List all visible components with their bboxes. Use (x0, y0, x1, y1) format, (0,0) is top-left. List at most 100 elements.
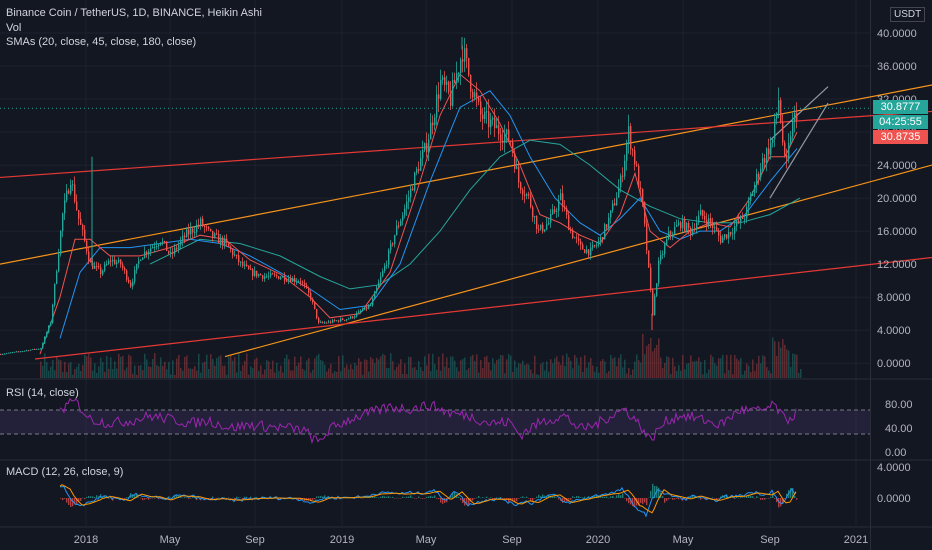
volume-bar (136, 374, 138, 378)
volume-bar (448, 368, 450, 378)
currency-unit-badge[interactable]: USDT (890, 7, 926, 22)
volume-bar (456, 367, 458, 378)
candle-body (216, 233, 218, 235)
macd-tick-label: 0.0000 (877, 493, 911, 505)
candle-body (80, 218, 82, 225)
macd-histogram-bar (88, 495, 90, 498)
macd-histogram-bar (724, 495, 726, 498)
volume-bar (122, 355, 124, 378)
volume-bar (44, 353, 46, 378)
macd-histogram-bar (732, 496, 734, 498)
macd-histogram-bar (82, 497, 84, 499)
macd-histogram-bar (250, 496, 252, 498)
volume-bar (784, 344, 786, 378)
candle-body (674, 226, 676, 235)
candle-body (270, 273, 272, 276)
candle-body (168, 250, 170, 254)
volume-bar (550, 359, 552, 378)
candle-body (550, 213, 552, 223)
candle-body (338, 320, 340, 322)
volume-bar (472, 354, 474, 378)
volume-bar (262, 374, 264, 378)
macd-histogram-bar (480, 497, 482, 499)
candle-body (374, 291, 376, 299)
candle-body (140, 259, 142, 261)
candle-body (762, 158, 764, 169)
macd-histogram-bar (176, 494, 178, 498)
candle-body (522, 190, 524, 195)
volume-bar (328, 368, 330, 378)
candle-body (732, 233, 734, 235)
volume-bar (690, 355, 692, 378)
candle-body (94, 265, 96, 269)
volume-bar (180, 367, 182, 378)
volume-bar (706, 373, 708, 378)
volume-bar (522, 360, 524, 378)
candle-body (182, 235, 184, 241)
trendline-red-lower (34, 256, 932, 360)
candle-body (618, 187, 620, 198)
candle-body (748, 200, 750, 207)
candle-body (594, 245, 596, 247)
candle-body (470, 75, 472, 92)
candle-body (252, 269, 254, 276)
macd-histogram-bar (700, 498, 702, 500)
volume-bar (686, 363, 688, 378)
macd-histogram-bar (796, 498, 798, 500)
macd-histogram-bar (360, 497, 362, 499)
volume-bar (202, 362, 204, 378)
macd-histogram-bar (240, 497, 242, 499)
volume-bar (134, 365, 136, 378)
candle-body (316, 308, 318, 319)
candle-body (4, 353, 6, 355)
macd-histogram-bar (370, 497, 372, 498)
volume-bar (524, 365, 526, 378)
candle-body (354, 316, 356, 318)
candle-body (422, 150, 424, 159)
candle-body (314, 302, 316, 309)
candle-body (656, 283, 658, 296)
candle-body (716, 227, 718, 231)
candle-body (676, 225, 678, 227)
candle-body (384, 265, 386, 272)
candle-body (38, 348, 40, 350)
macd-histogram-bar (236, 496, 238, 498)
volume-bar (482, 368, 484, 378)
volume-bar (650, 337, 652, 378)
candle-body (122, 264, 124, 269)
volume-bar (502, 355, 504, 378)
candle-body (246, 264, 248, 266)
candle-body (746, 206, 748, 219)
volume-bar (90, 357, 92, 378)
macd-histogram-bar (252, 498, 254, 499)
volume-bar (578, 365, 580, 378)
macd-histogram-bar (672, 498, 674, 500)
candle-body (424, 143, 426, 151)
candle-body (232, 249, 234, 256)
volume-bar (786, 349, 788, 378)
volume-bar (368, 371, 370, 378)
volume-bar (340, 371, 342, 378)
candle-body (228, 242, 230, 247)
volume-bars (40, 333, 802, 378)
macd-histogram-bar (300, 498, 302, 501)
volume-bar (304, 370, 306, 378)
macd-histogram-bar (158, 498, 160, 500)
candle-body (224, 238, 226, 246)
macd-tick-label: 4.0000 (877, 462, 911, 474)
macd-histogram-bar (532, 498, 534, 502)
volume-bar (366, 359, 368, 378)
volume-bar (146, 359, 148, 378)
candle-body (630, 126, 632, 150)
candle-body (532, 207, 534, 218)
macd-histogram-bar (472, 498, 474, 501)
macd-histogram-bar (184, 497, 186, 498)
candle-body (786, 154, 788, 160)
candle-body (728, 232, 730, 239)
candle-body (604, 224, 606, 240)
candle-body (162, 241, 164, 243)
candle-body (684, 219, 686, 232)
price-tick-label: 0.0000 (877, 358, 911, 370)
candle-body (778, 100, 780, 113)
